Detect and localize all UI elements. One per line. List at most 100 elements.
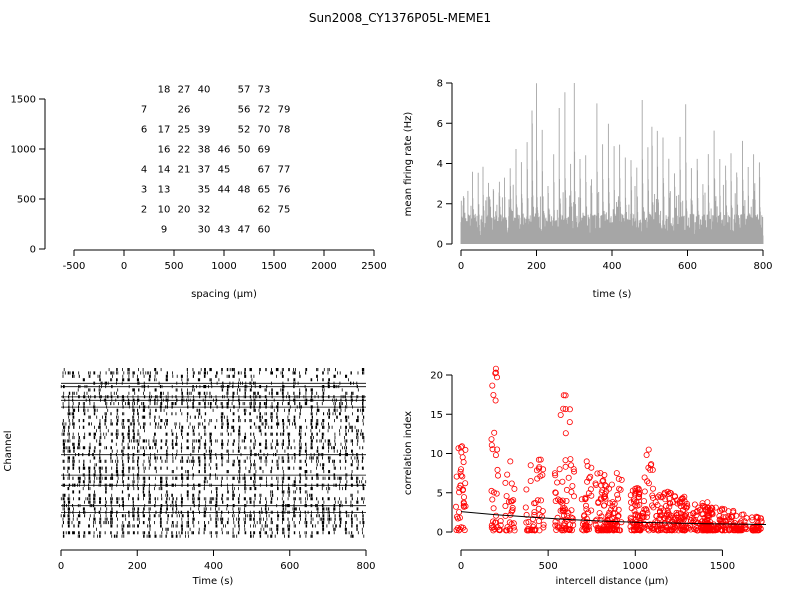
correlation-point bbox=[490, 391, 497, 398]
y-axis-tick-label: 10 bbox=[430, 449, 443, 460]
correlation-point bbox=[488, 442, 495, 449]
correlation-point bbox=[490, 527, 497, 534]
correlation-point bbox=[636, 494, 643, 501]
correlation-point bbox=[687, 526, 694, 533]
channel-spike-row bbox=[62, 507, 359, 511]
correlation-point bbox=[662, 496, 669, 503]
correlation-point bbox=[457, 444, 464, 451]
y-axis-title: correlation index bbox=[403, 411, 414, 495]
correlation-point bbox=[560, 392, 567, 399]
correlation-point bbox=[601, 481, 608, 488]
channel-spike-row bbox=[62, 493, 353, 497]
correlation-point bbox=[635, 493, 642, 500]
channel-label: 7 bbox=[141, 105, 147, 116]
correlation-point bbox=[655, 493, 662, 500]
correlation-point bbox=[509, 504, 516, 511]
channel-spike-row bbox=[61, 524, 364, 528]
channel-label: 6 bbox=[141, 125, 147, 136]
correlation-point bbox=[492, 365, 499, 372]
y-axis-tick-label: 500 bbox=[17, 195, 36, 206]
correlation-point bbox=[508, 480, 515, 487]
correlation-point bbox=[610, 526, 617, 533]
correlation-point bbox=[608, 481, 615, 488]
correlation-point bbox=[560, 405, 567, 412]
correlation-point bbox=[557, 507, 564, 514]
correlation-point bbox=[492, 452, 499, 459]
channel-label: 44 bbox=[218, 185, 231, 196]
channel-label: 72 bbox=[258, 105, 271, 116]
correlation-point bbox=[611, 510, 618, 517]
channel-spike-row bbox=[68, 408, 365, 412]
channel-label: 25 bbox=[178, 125, 191, 136]
correlation-point bbox=[490, 524, 497, 531]
channel-spike-row bbox=[62, 459, 363, 463]
channel-spike-row bbox=[62, 439, 365, 443]
correlation-point bbox=[502, 479, 509, 486]
correlation-point bbox=[508, 508, 515, 515]
correlation-point bbox=[597, 470, 604, 477]
correlation-point bbox=[641, 474, 648, 481]
y-axis-tick-label: 1000 bbox=[11, 145, 36, 156]
correlation-point bbox=[606, 485, 613, 492]
correlation-point bbox=[705, 524, 712, 531]
correlation-point bbox=[681, 493, 688, 500]
correlation-point bbox=[536, 527, 543, 534]
x-axis-tick-label: 1000 bbox=[623, 561, 648, 572]
correlation-point bbox=[664, 507, 671, 514]
channel-spike-row bbox=[63, 368, 365, 372]
correlation-point bbox=[640, 514, 647, 521]
correlation-point bbox=[616, 485, 623, 492]
channel-spike-row bbox=[61, 473, 366, 477]
channel-label: 21 bbox=[178, 165, 191, 176]
correlation-point bbox=[672, 493, 679, 500]
correlation-point bbox=[522, 504, 529, 511]
channel-label: 75 bbox=[278, 205, 291, 216]
channel-label: 17 bbox=[158, 125, 171, 136]
channel-label: 47 bbox=[238, 225, 251, 236]
correlation-point bbox=[652, 499, 659, 506]
x-axis-tick-label: 0 bbox=[121, 261, 127, 272]
y-axis-tick-label: 8 bbox=[437, 79, 443, 90]
correlation-point bbox=[562, 392, 569, 399]
correlation-point bbox=[459, 487, 466, 494]
correlation-point bbox=[506, 525, 513, 532]
correlation-point bbox=[642, 505, 649, 512]
channel-spike-row bbox=[62, 449, 353, 453]
channel-label: 14 bbox=[158, 165, 171, 176]
correlation-point bbox=[656, 515, 663, 522]
channel-label: 27 bbox=[178, 85, 191, 96]
correlation-point bbox=[583, 502, 590, 509]
channel-label: 69 bbox=[258, 145, 271, 156]
correlation-point bbox=[562, 406, 569, 413]
correlation-point bbox=[595, 499, 602, 506]
correlation-point bbox=[578, 496, 585, 503]
correlation-point bbox=[674, 512, 681, 519]
correlation-point bbox=[583, 515, 590, 522]
x-axis-tick-label: 2500 bbox=[361, 261, 386, 272]
channel-spike-row bbox=[62, 374, 348, 378]
correlation-point bbox=[551, 470, 558, 477]
correlation-point bbox=[667, 514, 674, 521]
correlation-point bbox=[562, 506, 569, 513]
channel-label: 46 bbox=[218, 145, 231, 156]
correlation-point bbox=[568, 462, 575, 469]
channel-spike-row bbox=[61, 510, 366, 514]
correlation-point bbox=[530, 516, 537, 523]
correlation-point bbox=[617, 486, 624, 493]
channel-spike-row bbox=[61, 395, 366, 399]
correlation-point bbox=[582, 494, 589, 501]
correlation-point bbox=[587, 473, 594, 480]
correlation-point bbox=[456, 489, 463, 496]
correlation-point bbox=[566, 406, 573, 413]
correlation-point bbox=[641, 524, 648, 531]
correlation-point bbox=[540, 524, 547, 531]
correlation-point bbox=[571, 468, 578, 475]
correlation-point bbox=[750, 527, 757, 534]
y-axis-tick-label: 0 bbox=[437, 240, 443, 251]
correlation-point bbox=[684, 500, 691, 507]
correlation-point bbox=[489, 446, 496, 453]
correlation-point bbox=[567, 456, 574, 463]
correlation-point bbox=[457, 482, 464, 489]
raster-panel: 0 200 400 600 800 Time (s) Channel bbox=[3, 368, 376, 587]
correlation-point bbox=[531, 509, 538, 516]
